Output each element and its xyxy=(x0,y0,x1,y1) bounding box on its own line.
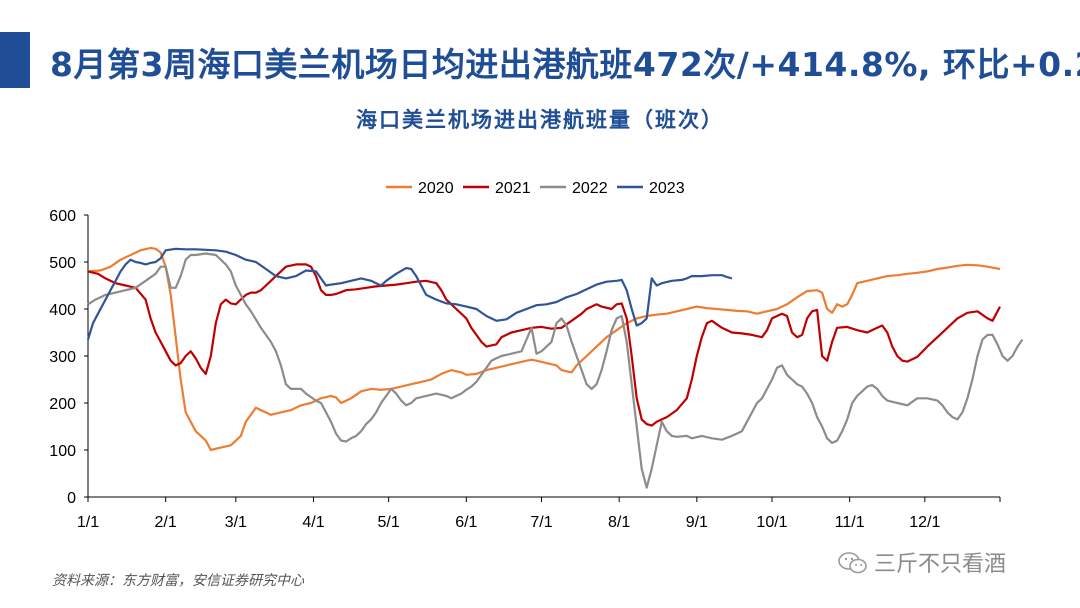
x-tick-label: 12/1 xyxy=(909,514,940,530)
watermark-text: 三斤不只看酒 xyxy=(874,552,1007,577)
source-note: 资料来源：东方财富，安信证券研究中心 xyxy=(52,573,304,589)
x-tick-label: 6/1 xyxy=(455,514,477,530)
legend: 2020 2021 2022 2023 xyxy=(386,180,685,197)
x-tick-label: 2/1 xyxy=(155,514,177,530)
x-axis: 1/1 2/1 3/1 4/1 5/1 6/1 7/1 8/1 9/1 10/1 11/1 12/1 xyxy=(77,496,1001,530)
y-tick-label: 300 xyxy=(49,349,76,366)
chart-title: 海口美兰机场进出港航班量（班次） xyxy=(356,108,724,132)
series-lines xyxy=(86,246,1024,489)
series-line-2021 xyxy=(87,263,1001,427)
x-tick-label: 4/1 xyxy=(302,514,324,530)
series-line-2020 xyxy=(87,246,1001,452)
watermark: 三斤不只看酒 xyxy=(838,546,1006,578)
y-tick-label: 500 xyxy=(49,255,76,272)
y-tick-label: 400 xyxy=(49,302,76,319)
wechat-icon xyxy=(838,552,867,574)
line-chart: 2020 2021 2022 2023 0 100 200 300 400 500 600 1/1… xyxy=(49,180,1024,530)
y-tick-label: 0 xyxy=(67,490,76,507)
x-tick-label: 11/1 xyxy=(835,514,865,530)
x-tick-label: 3/1 xyxy=(225,514,247,530)
legend-label-2021: 2021 xyxy=(495,180,531,197)
legend-label-2023: 2023 xyxy=(649,180,685,197)
x-tick-label: 7/1 xyxy=(530,514,552,530)
x-tick-label: 8/1 xyxy=(608,514,630,530)
y-axis: 0 100 200 300 400 500 600 xyxy=(49,208,89,507)
y-tick-label: 100 xyxy=(49,443,76,460)
x-tick-label: 1/1 xyxy=(77,514,99,530)
y-tick-label: 200 xyxy=(49,396,76,413)
x-tick-label: 5/1 xyxy=(378,514,400,530)
series-line-2023 xyxy=(86,247,733,340)
page-title: 8月第3周海口美兰机场日均进出港航班472次/+414.8%, 环比+0.2% xyxy=(50,45,1080,84)
y-tick-label: 600 xyxy=(49,208,76,225)
title-accent-bar xyxy=(0,32,30,88)
x-tick-label: 10/1 xyxy=(756,514,787,530)
legend-label-2020: 2020 xyxy=(418,180,454,197)
x-tick-label: 9/1 xyxy=(686,514,708,530)
legend-label-2022: 2022 xyxy=(572,180,608,197)
series-line-2022 xyxy=(87,252,1024,489)
